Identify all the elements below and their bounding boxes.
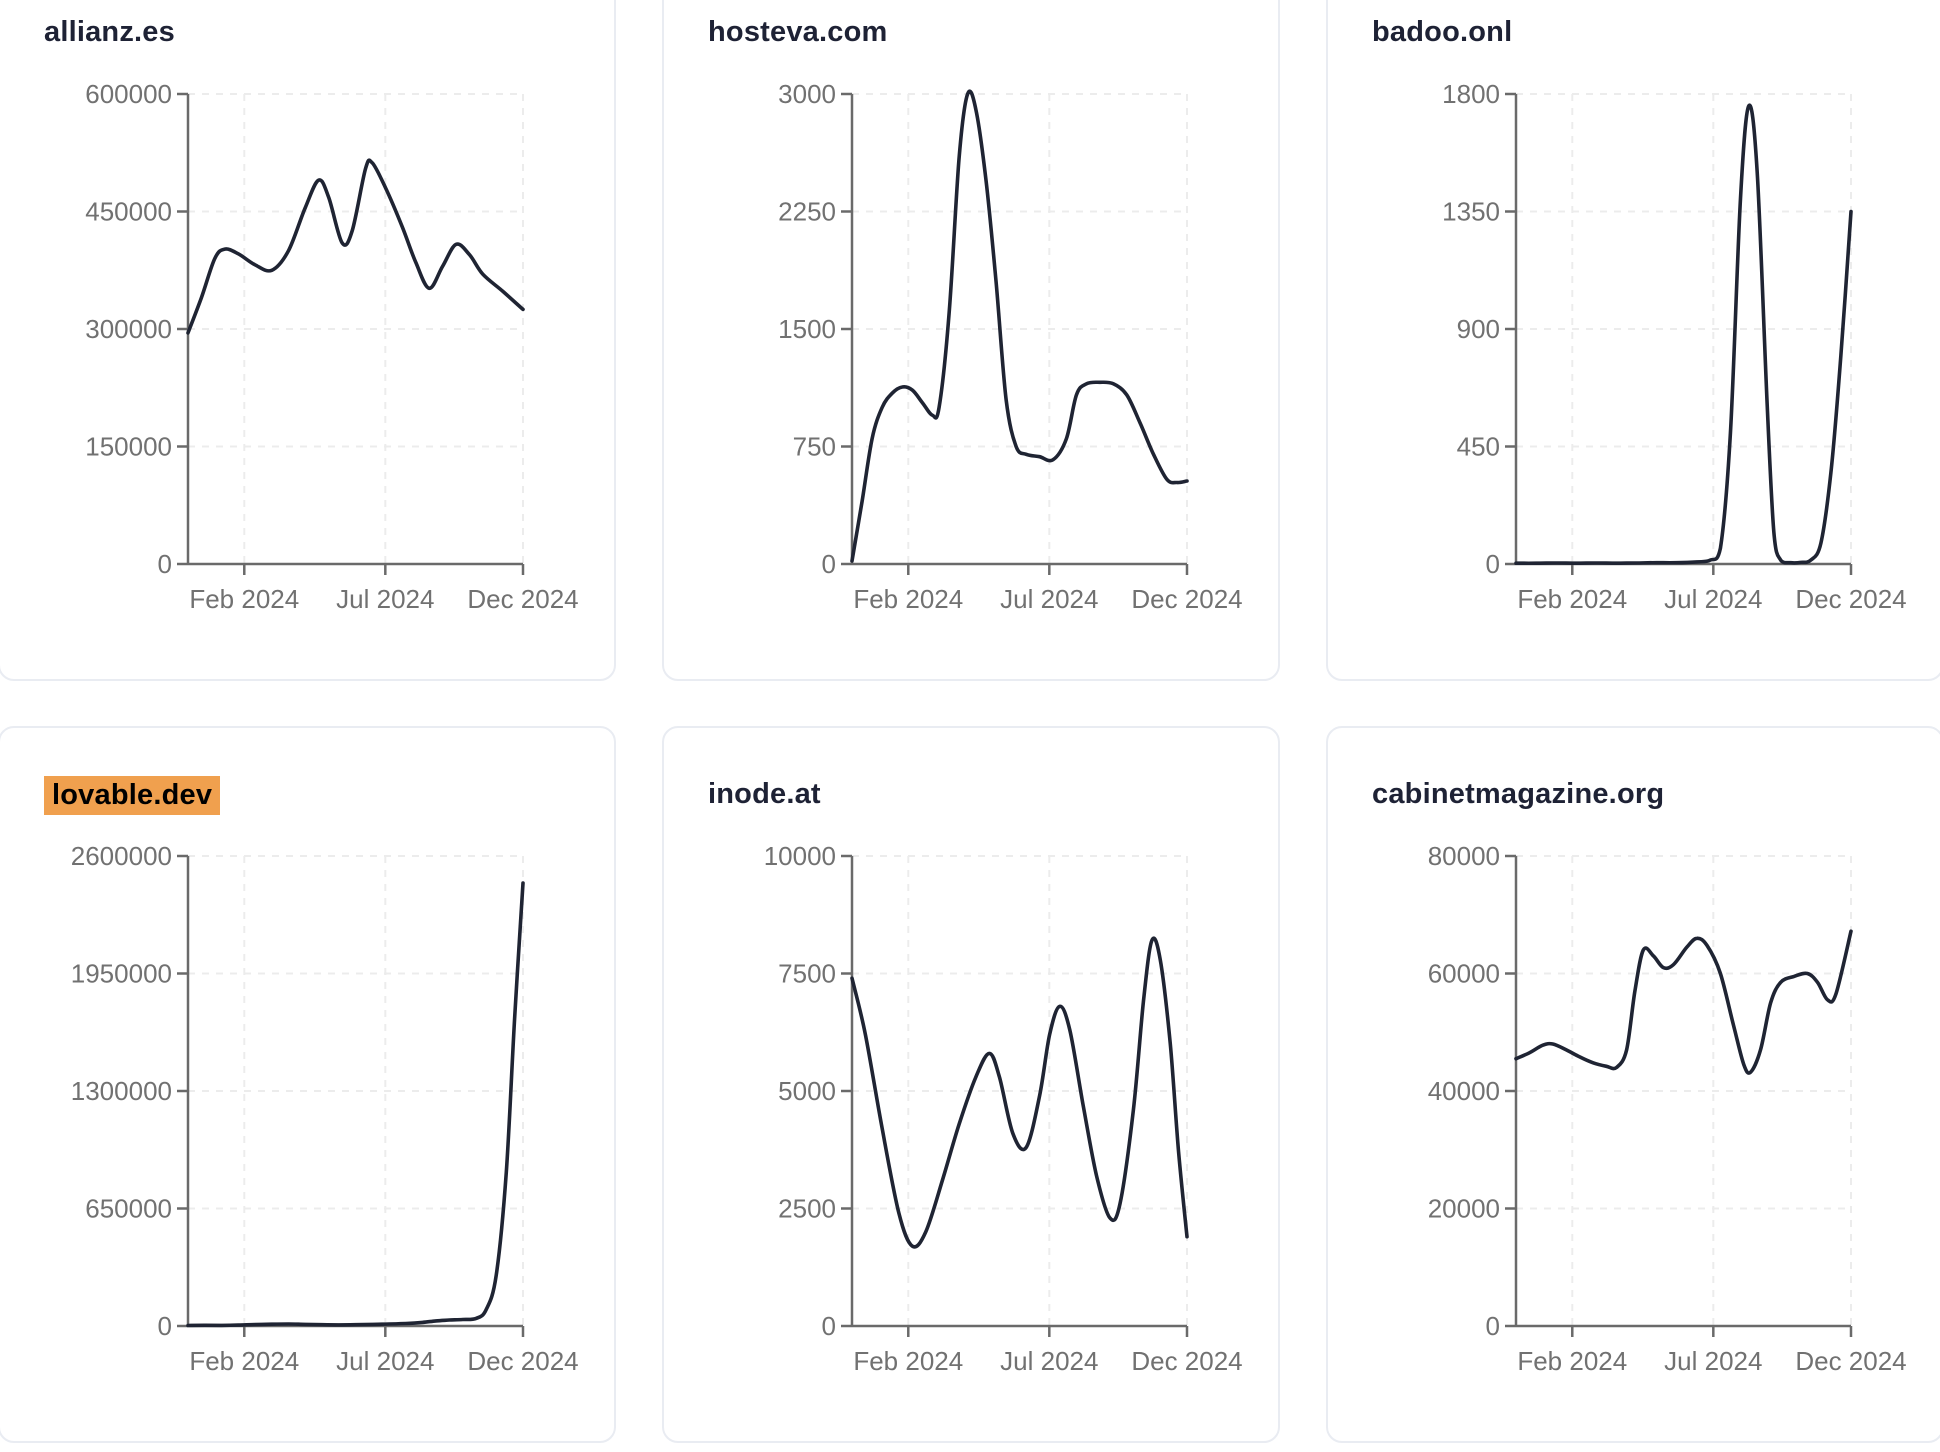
gridlines	[852, 93, 1188, 564]
chart-title-domain[interactable]: inode.at	[708, 778, 821, 810]
y-tick-label: 300000	[85, 314, 172, 344]
y-tick-label: 10000	[764, 841, 836, 871]
gridlines	[1516, 93, 1852, 564]
line-chart: 0 2500 5000 7500 10000 Feb 2024 Jul 2024 Dec 20…	[764, 841, 1243, 1376]
tick-labels: 0 20000 40000 60000 80000 Feb 2024 Jul 2024 Dec…	[1428, 841, 1907, 1376]
y-tick-label: 0	[822, 549, 836, 579]
y-tick-label: 1950000	[71, 959, 172, 989]
gridlines	[1516, 855, 1852, 1326]
x-tick-label: Feb 2024	[189, 1346, 299, 1376]
line-chart: 0 650000 1300000 1950000 2600000 Feb 2024 Jul …	[71, 841, 579, 1376]
x-tick-label: Dec 2024	[467, 1346, 578, 1376]
chart-title-row: hosteva.com	[708, 14, 1278, 54]
axes	[1505, 92, 1853, 575]
tick-labels: 0 450 900 1350 1800 Feb 2024 Jul 2024 Dec 2024	[1442, 79, 1907, 614]
chart-title-row: lovable.dev	[44, 776, 614, 816]
x-tick-label: Dec 2024	[467, 584, 578, 614]
chart-title-domain[interactable]: lovable.dev	[44, 776, 221, 815]
x-tick-label: Dec 2024	[1131, 1346, 1242, 1376]
chart-title-row: cabinetmagazine.org	[1372, 776, 1940, 816]
x-tick-label: Jul 2024	[1664, 584, 1762, 614]
tick-labels: 0 150000 300000 450000 600000 Feb 2024 Jul 202…	[85, 79, 578, 614]
y-tick-label: 0	[822, 1311, 836, 1341]
x-tick-label: Dec 2024	[1795, 1346, 1906, 1376]
y-tick-label: 450000	[85, 197, 172, 227]
chart-title-domain[interactable]: badoo.onl	[1372, 16, 1513, 48]
x-tick-label: Dec 2024	[1131, 584, 1242, 614]
axes	[1505, 854, 1853, 1337]
chart-title-row: inode.at	[708, 776, 1278, 816]
series-line	[850, 89, 1189, 563]
x-tick-label: Jul 2024	[1000, 1346, 1098, 1376]
x-tick-label: Feb 2024	[853, 584, 963, 614]
x-tick-label: Jul 2024	[336, 584, 434, 614]
chart-title-domain[interactable]: cabinetmagazine.org	[1372, 778, 1665, 810]
y-tick-label: 0	[1486, 1311, 1500, 1341]
line-chart: 0 20000 40000 60000 80000 Feb 2024 Jul 2024 Dec…	[1428, 841, 1907, 1376]
domain-chart-card: inode.at 0 2500 5000 7500 10000 Feb 2024 Jul 2…	[662, 726, 1280, 1443]
tick-labels: 0 2500 5000 7500 10000 Feb 2024 Jul 2024 Dec 20…	[764, 841, 1243, 1376]
y-tick-label: 1500	[778, 314, 836, 344]
y-tick-label: 1800	[1442, 79, 1500, 109]
domain-chart-card: hosteva.com 0 750 1500 2250 3000 Feb 2024 Jul …	[662, 0, 1280, 681]
line-chart: 0 150000 300000 450000 600000 Feb 2024 Jul 202…	[85, 79, 578, 614]
gridlines	[188, 855, 524, 1326]
line-chart: 0 450 900 1350 1800 Feb 2024 Jul 2024 Dec 2024	[1442, 79, 1907, 614]
y-tick-label: 900	[1457, 314, 1500, 344]
y-tick-label: 2600000	[71, 841, 172, 871]
series-line	[186, 881, 525, 1328]
y-tick-label: 2250	[778, 197, 836, 227]
y-tick-label: 3000	[778, 79, 836, 109]
x-tick-label: Dec 2024	[1795, 584, 1906, 614]
domain-chart-card: allianz.es 0 150000 300000 450000 600000 Feb …	[0, 0, 616, 681]
y-tick-label: 0	[158, 1311, 172, 1341]
x-tick-label: Jul 2024	[1664, 1346, 1762, 1376]
line-chart: 0 750 1500 2250 3000 Feb 2024 Jul 2024 Dec 2024	[778, 79, 1243, 614]
y-tick-label: 150000	[85, 432, 172, 462]
y-tick-label: 650000	[85, 1194, 172, 1224]
y-tick-label: 60000	[1428, 959, 1500, 989]
domain-chart-card: badoo.onl 0 450 900 1350 1800 Feb 2024 Jul 202…	[1326, 0, 1940, 681]
chart-title-row: allianz.es	[44, 14, 614, 54]
tick-labels: 0 650000 1300000 1950000 2600000 Feb 2024 Jul …	[71, 841, 579, 1376]
series-line	[186, 158, 525, 335]
y-tick-label: 40000	[1428, 1076, 1500, 1106]
y-tick-label: 750	[793, 432, 836, 462]
y-tick-label: 2500	[778, 1194, 836, 1224]
chart-title-domain[interactable]: allianz.es	[44, 16, 175, 48]
axes	[841, 92, 1189, 575]
y-tick-label: 450	[1457, 432, 1500, 462]
x-tick-label: Feb 2024	[1517, 584, 1627, 614]
series-line	[1514, 103, 1853, 566]
tick-labels: 0 750 1500 2250 3000 Feb 2024 Jul 2024 Dec 2024	[778, 79, 1243, 614]
x-tick-label: Jul 2024	[336, 1346, 434, 1376]
domain-chart-card: lovable.dev 0 650000 1300000 1950000 2600000…	[0, 726, 616, 1443]
series-line	[1514, 929, 1853, 1075]
y-tick-label: 1300000	[71, 1076, 172, 1106]
domain-chart-card: cabinetmagazine.org 0 20000 40000 60000 8000…	[1326, 726, 1940, 1443]
y-tick-label: 0	[1486, 549, 1500, 579]
axes	[841, 854, 1189, 1337]
y-tick-label: 80000	[1428, 841, 1500, 871]
y-tick-label: 5000	[778, 1076, 836, 1106]
y-tick-label: 7500	[778, 959, 836, 989]
y-tick-label: 0	[158, 549, 172, 579]
x-tick-label: Feb 2024	[853, 1346, 963, 1376]
y-tick-label: 600000	[85, 79, 172, 109]
gridlines	[188, 93, 524, 564]
x-tick-label: Jul 2024	[1000, 584, 1098, 614]
y-tick-label: 20000	[1428, 1194, 1500, 1224]
x-tick-label: Feb 2024	[1517, 1346, 1627, 1376]
y-tick-label: 1350	[1442, 197, 1500, 227]
series-line	[850, 936, 1189, 1249]
axes	[177, 854, 525, 1337]
axes	[177, 92, 525, 575]
chart-title-domain[interactable]: hosteva.com	[708, 16, 888, 48]
chart-title-row: badoo.onl	[1372, 14, 1940, 54]
x-tick-label: Feb 2024	[189, 584, 299, 614]
